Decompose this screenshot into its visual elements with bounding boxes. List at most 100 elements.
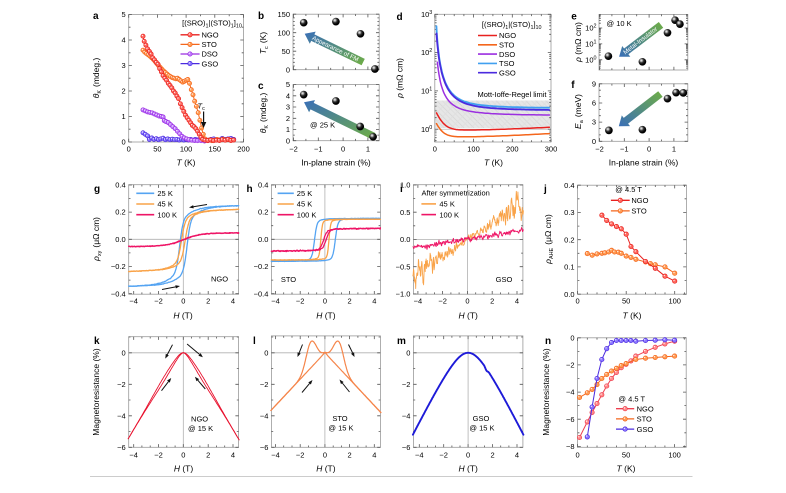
svg-text:0: 0 [286,65,290,74]
svg-text:GSO: GSO [473,414,490,423]
svg-text:0: 0 [576,451,580,460]
svg-text:−4: −4 [566,388,575,397]
svg-text:−2: −2 [289,145,298,154]
svg-text:0.2: 0.2 [258,208,268,217]
svg-text:@ 25 K: @ 25 K [310,121,335,130]
svg-text:4: 4 [372,297,376,306]
svg-text:In-plane strain (%): In-plane strain (%) [609,158,679,168]
svg-text:θK (mdeg.): θK (mdeg.) [91,58,103,99]
svg-text:2: 2 [491,451,495,460]
svg-text:25 K: 25 K [297,189,312,198]
svg-text:2: 2 [122,87,126,96]
svg-text:2: 2 [286,114,290,123]
svg-text:102: 102 [585,24,596,33]
svg-text:45 K: 45 K [297,200,312,209]
svg-text:−0.5: −0.5 [396,262,411,271]
svg-text:T (K): T (K) [484,158,503,168]
svg-text:NGO: NGO [191,415,208,424]
svg-text:25 K: 25 K [157,189,172,198]
svg-text:−0.2: −0.2 [111,262,126,271]
svg-text:@ 15 K: @ 15 K [469,423,494,432]
svg-text:100: 100 [180,145,193,154]
svg-text:i: i [400,184,403,195]
svg-text:TSO: TSO [499,59,515,68]
svg-text:@ 15 K: @ 15 K [328,423,353,432]
svg-text:Tc (K): Tc (K) [258,32,270,54]
svg-text:g: g [94,184,100,195]
svg-text:100 K: 100 K [297,210,317,219]
svg-text:0.0: 0.0 [400,235,410,244]
svg-text:0.3: 0.3 [564,208,574,217]
svg-text:4: 4 [515,451,519,460]
svg-text:c: c [258,81,264,92]
svg-text:0: 0 [465,297,469,306]
svg-text:4: 4 [231,451,235,460]
svg-text:−1: −1 [314,145,323,154]
svg-text:2: 2 [206,451,210,460]
svg-text:In-plane strain (%): In-plane strain (%) [301,158,371,168]
svg-text:103: 103 [421,10,432,19]
svg-text:−2: −2 [566,361,575,370]
svg-text:2: 2 [348,451,352,460]
svg-text:100 K: 100 K [157,210,177,219]
svg-text:−2: −2 [595,145,604,154]
svg-text:Magnetoresistance (%): Magnetoresistance (%) [541,348,551,436]
svg-text:−2: −2 [154,297,163,306]
svg-text:−4: −4 [271,297,280,306]
svg-text:STO: STO [281,275,296,284]
svg-text:50: 50 [622,297,630,306]
svg-text:−4: −4 [129,297,138,306]
svg-text:0.1: 0.1 [564,263,574,272]
svg-text:−6: −6 [260,443,269,452]
svg-text:Tc: Tc [198,101,206,112]
svg-text:e: e [571,12,577,23]
svg-text:Mott-Ioffe-Regel limit: Mott-Ioffe-Regel limit [477,90,547,99]
svg-text:0: 0 [286,136,290,145]
svg-text:STO: STO [637,415,652,424]
svg-text:l: l [253,336,256,347]
svg-text:0.0: 0.0 [564,290,574,299]
svg-text:101: 101 [421,87,432,96]
svg-text:1.0: 1.0 [400,181,410,190]
svg-text:0.0: 0.0 [258,235,268,244]
svg-text:NGO: NGO [202,31,219,40]
svg-text:4: 4 [372,451,376,460]
svg-text:−2: −2 [260,380,269,389]
svg-text:T (K): T (K) [617,464,636,474]
svg-text:1: 1 [672,145,676,154]
svg-text:T (K): T (K) [623,311,642,321]
svg-text:@ 4.5 T: @ 4.5 T [618,394,645,403]
svg-text:ρ (mΩ cm): ρ (mΩ cm) [573,22,583,63]
svg-text:50: 50 [282,47,290,56]
svg-text:NGO: NGO [211,275,228,284]
svg-text:0: 0 [127,145,131,154]
svg-text:−2: −2 [439,451,448,460]
svg-text:100: 100 [668,451,681,460]
svg-text:0: 0 [570,333,574,342]
svg-text:H (T): H (T) [173,311,193,321]
svg-text:STO: STO [631,207,646,216]
svg-text:−4: −4 [271,451,280,460]
svg-text:150: 150 [209,145,222,154]
svg-text:100: 100 [668,297,681,306]
svg-text:−6: −6 [402,443,411,452]
svg-text:−4: −4 [129,451,138,460]
svg-text:Ea (meV): Ea (meV) [573,94,585,129]
svg-text:H (T): H (T) [316,311,336,321]
svg-text:−4: −4 [117,411,126,420]
svg-text:4: 4 [122,36,126,45]
svg-text:2: 2 [490,297,494,306]
svg-text:3: 3 [592,118,596,127]
svg-text:3: 3 [122,61,126,70]
svg-text:After symmetrization: After symmetrization [422,189,490,198]
svg-text:−0.4: −0.4 [254,289,269,298]
svg-text:0: 0 [323,451,327,460]
svg-text:h: h [247,184,253,195]
svg-text:100: 100 [421,125,432,134]
svg-text:−2: −2 [117,380,126,389]
svg-text:0: 0 [122,138,126,147]
svg-text:0: 0 [647,145,651,154]
svg-text:45 K: 45 K [157,200,172,209]
svg-text:5: 5 [286,80,290,89]
svg-text:STO: STO [202,40,217,49]
